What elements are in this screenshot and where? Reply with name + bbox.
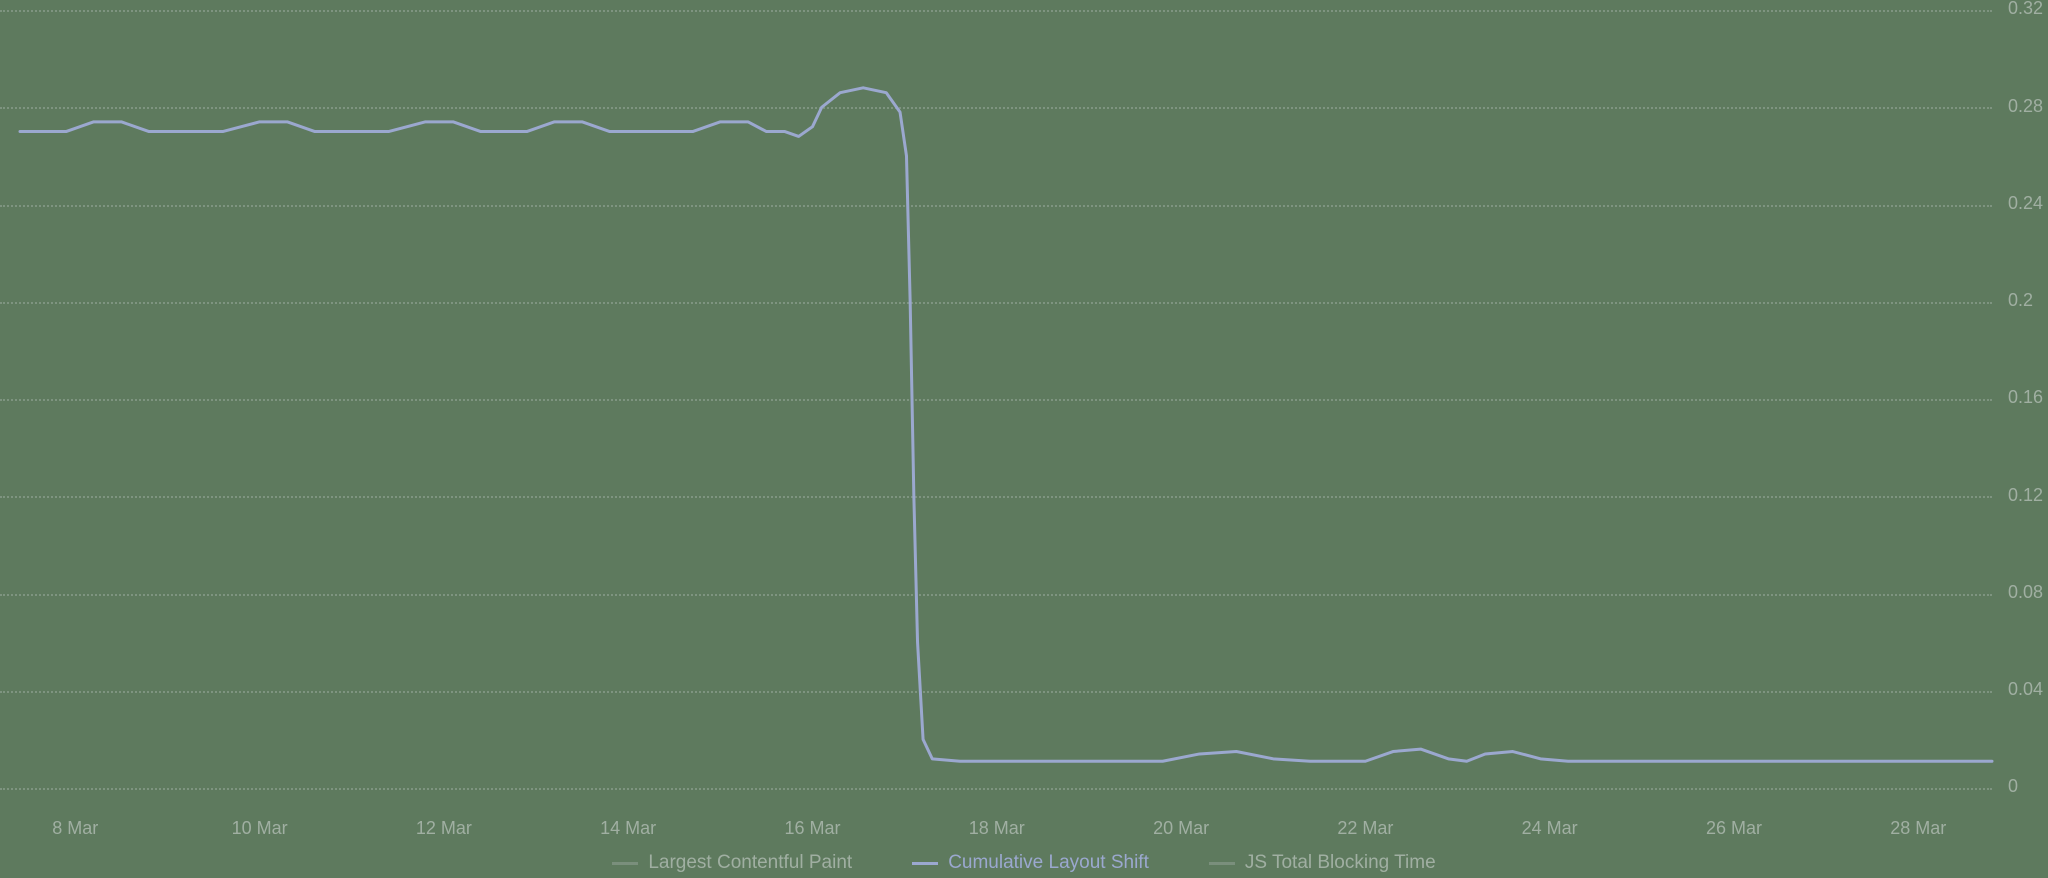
legend-swatch-icon (612, 862, 638, 865)
plot-area (0, 0, 2048, 878)
legend-item-cls[interactable]: Cumulative Layout Shift (912, 852, 1149, 874)
legend-label: JS Total Blocking Time (1245, 852, 1436, 874)
legend: Largest Contentful Paint Cumulative Layou… (0, 852, 2048, 874)
line-chart: 00.040.080.120.160.20.240.280.328 Mar10 … (0, 0, 2048, 878)
legend-swatch-icon (1209, 862, 1235, 865)
legend-label: Largest Contentful Paint (648, 852, 852, 874)
legend-swatch-icon (912, 862, 938, 865)
series-line-cls (20, 88, 1992, 761)
legend-item-tbt[interactable]: JS Total Blocking Time (1209, 852, 1436, 874)
legend-label: Cumulative Layout Shift (948, 852, 1149, 874)
legend-item-lcp[interactable]: Largest Contentful Paint (612, 852, 852, 874)
